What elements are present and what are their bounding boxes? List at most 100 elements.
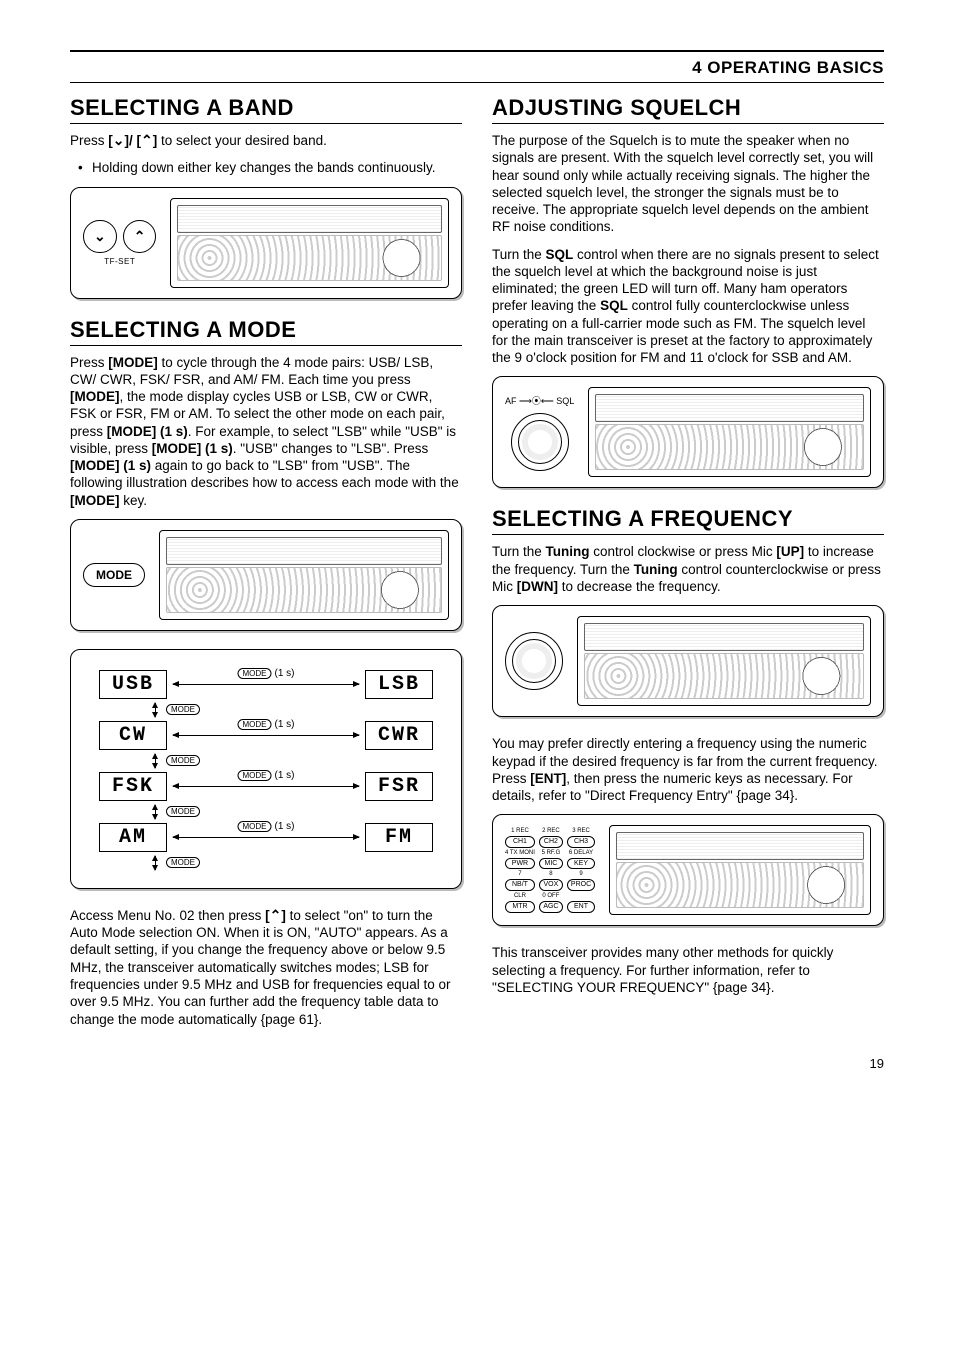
mode-h-arrow: MODE(1 s) <box>173 786 359 787</box>
right-column: ADJUSTING SQUELCH The purpose of the Squ… <box>492 91 884 1038</box>
freq-p3: This transceiver provides many other met… <box>492 944 884 996</box>
t: . "USB" changes to "LSB". Press <box>233 441 429 456</box>
mode-row: AMMODE(1 s)FM <box>99 823 433 852</box>
mode-row: USBMODE(1 s)LSB <box>99 670 433 699</box>
mode-v-arrow-row: MODE <box>99 805 433 819</box>
mode-btn: MODE <box>83 563 145 587</box>
k: Tuning <box>634 562 678 577</box>
keypad-key: PROC <box>567 879 595 891</box>
figure-mode-key: MODE <box>70 519 462 631</box>
mode-seg: CW <box>99 721 167 750</box>
mode-h-arrow: MODE(1 s) <box>173 735 359 736</box>
mode-v-arrow <box>155 703 156 717</box>
freq-p1: Turn the Tuning control clockwise or pre… <box>492 543 884 595</box>
up-chevron-icon: ⌃ <box>270 907 282 923</box>
mode-intro: Press [MODE] to cycle through the 4 mode… <box>70 354 462 509</box>
keypad-caption: 5 RF.G <box>539 850 563 856</box>
tuning-knob-icon <box>505 632 563 690</box>
mini-mode-pill: MODE <box>166 806 200 817</box>
tfset-control: ⌄ ⌃ TF-SET <box>83 220 156 266</box>
t: Turn the <box>492 544 546 559</box>
keypad-caption: CLR <box>505 893 535 899</box>
arrow-caption: MODE(1 s) <box>238 719 295 730</box>
k: [DWN] <box>517 579 558 594</box>
mode-v-arrow <box>155 856 156 870</box>
band-list: Holding down either key changes the band… <box>70 159 462 176</box>
mini-mode-pill: MODE <box>238 719 272 730</box>
mode-h-arrow: MODE(1 s) <box>173 837 359 838</box>
k: [ENT] <box>530 771 566 786</box>
t: key. <box>120 493 148 508</box>
keypad-caption: 1 REC <box>505 828 535 834</box>
keypad-caption: 7 <box>505 871 535 877</box>
squelch-p2: Turn the SQL control when there are no s… <box>492 246 884 367</box>
keypad-key: PWR <box>505 858 535 870</box>
mode-v-arrow <box>155 754 156 768</box>
mode-v-arrow <box>155 805 156 819</box>
mode-cycle-diagram: USBMODE(1 s)LSBMODECWMODE(1 s)CWRMODEFSK… <box>70 649 462 889</box>
keypad-caption: 0 OFF <box>539 893 563 899</box>
up-chevron-icon: ⌃ <box>141 132 153 148</box>
keypad-caption <box>567 893 595 899</box>
mode-row: CW MODE(1 s) CWR <box>99 721 433 750</box>
keypad-caption: 6 DELAY <box>567 850 595 856</box>
keypad-caption: 9 <box>567 871 595 877</box>
mode-h-arrow: MODE(1 s) <box>173 684 359 685</box>
keypad-key: ENT <box>567 901 595 913</box>
arrow-caption-text: (1 s) <box>275 668 295 679</box>
left-column: SELECTING A BAND Press [⌄]/ [⌃] to selec… <box>70 91 462 1038</box>
down-key-icon: ⌄ <box>83 220 117 253</box>
heading-adjusting-squelch: ADJUSTING SQUELCH <box>492 95 884 124</box>
mode-pill: MODE <box>83 563 145 587</box>
keypad-key: KEY <box>567 858 595 870</box>
t: Turn the <box>492 247 546 262</box>
mini-mode-pill: MODE <box>166 755 200 766</box>
keypad-caption: 4 TX MONI <box>505 850 535 856</box>
keypad-key: AGC <box>539 901 563 913</box>
mode-seg: FSK <box>99 772 167 801</box>
radio-illustration <box>159 530 449 620</box>
chev: ⌃ <box>134 228 146 244</box>
keypad-key: CH3 <box>567 836 595 848</box>
band-intro: Press [⌄]/ [⌃] to select your desired ba… <box>70 132 462 149</box>
mode-seg: FSR <box>365 772 433 801</box>
mode-seg: CWR <box>365 721 433 750</box>
mini-mode-pill: MODE <box>166 857 200 868</box>
figure-keypad: 1 REC2 REC3 RECCH1CH2CH34 TX MONI5 RF.G6… <box>492 814 884 926</box>
knob-icon <box>511 413 569 471</box>
mode-seg: LSB <box>365 670 433 699</box>
squelch-p1: The purpose of the Squelch is to mute th… <box>492 132 884 236</box>
freq-p2: You may prefer directly entering a frequ… <box>492 735 884 804</box>
down-chevron-icon: ⌄ <box>113 132 125 148</box>
keypad-caption: 3 REC <box>567 828 595 834</box>
mini-mode-pill: MODE <box>238 668 272 679</box>
t: to select "on" to turn the Auto Mode sel… <box>70 908 450 1027</box>
sql-control: AF ⟶⦿⟵ SQL <box>505 394 574 471</box>
keypad-grid: 1 REC2 REC3 RECCH1CH2CH34 TX MONI5 RF.G6… <box>505 828 595 913</box>
af-sql-label: AF ⟶⦿⟵ SQL <box>505 394 574 407</box>
arrow-caption-text: (1 s) <box>275 770 295 781</box>
mode-v-arrow-row: MODE <box>99 703 433 717</box>
t: to decrease the frequency. <box>558 579 721 594</box>
keypad-key: CH2 <box>539 836 563 848</box>
arrow-caption: MODE(1 s) <box>238 821 295 832</box>
keypad-key: VOX <box>539 879 563 891</box>
k: [UP] <box>776 544 804 559</box>
arrow-caption: MODE(1 s) <box>238 770 295 781</box>
figure-tuning-knob <box>492 605 884 717</box>
k: [MODE] <box>70 389 120 404</box>
keypad-caption: 8 <box>539 871 563 877</box>
t: Access Menu No. 02 then press <box>70 908 265 923</box>
k: SQL <box>546 247 574 262</box>
k: Tuning <box>546 544 590 559</box>
radio-illustration <box>609 825 871 915</box>
keypad-key: NB/T <box>505 879 535 891</box>
mode-seg: AM <box>99 823 167 852</box>
figure-band-keys: ⌄ ⌃ TF-SET <box>70 187 462 299</box>
mode-row: FSK MODE(1 s) FSR <box>99 772 433 801</box>
radio-illustration <box>577 616 871 706</box>
keypad-key: MTR <box>505 901 535 913</box>
section-header: 4 OPERATING BASICS <box>70 58 884 83</box>
chev: ⌄ <box>94 228 106 244</box>
heading-selecting-mode: SELECTING A MODE <box>70 317 462 346</box>
